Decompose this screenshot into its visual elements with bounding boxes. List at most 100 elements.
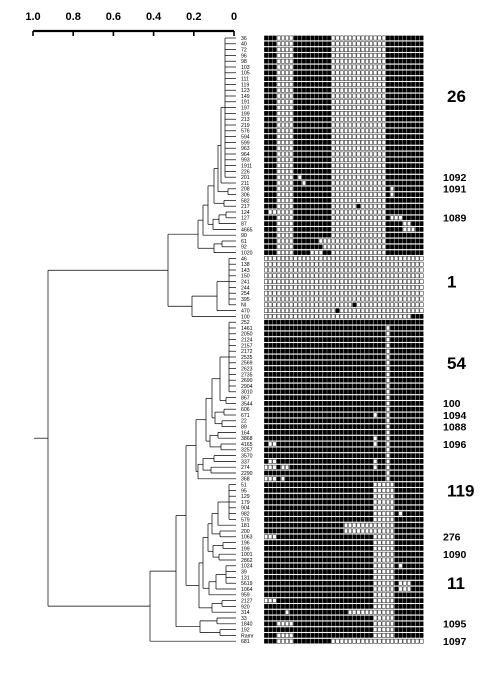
band-present xyxy=(411,180,416,186)
band-present xyxy=(398,435,403,441)
band-present xyxy=(411,540,416,545)
band-present xyxy=(348,430,353,435)
band-present xyxy=(377,354,382,360)
band-absent xyxy=(285,302,290,308)
band-present xyxy=(293,41,298,47)
band-present xyxy=(297,615,302,621)
band-present xyxy=(369,435,374,441)
band-present xyxy=(327,198,332,203)
band-present xyxy=(297,227,302,232)
band-present xyxy=(314,401,319,406)
band-present xyxy=(411,58,416,64)
band-present xyxy=(381,412,386,418)
band-absent xyxy=(343,198,348,203)
band-present xyxy=(406,499,411,505)
band-present xyxy=(364,633,369,638)
band-absent xyxy=(360,296,365,302)
band-absent xyxy=(381,53,386,58)
band-absent xyxy=(369,528,374,534)
profile-row xyxy=(264,174,424,180)
band-present xyxy=(406,459,411,464)
band-present xyxy=(331,441,336,447)
band-absent xyxy=(390,586,395,592)
profile-row xyxy=(264,418,424,424)
band-present xyxy=(339,424,344,429)
band-absent xyxy=(360,198,365,203)
band-present xyxy=(327,192,332,197)
band-absent xyxy=(369,522,374,528)
isolate-label: 95 xyxy=(241,488,247,494)
band-present xyxy=(406,435,411,441)
band-present xyxy=(398,70,403,76)
band-present xyxy=(390,447,395,453)
band-absent xyxy=(289,41,294,47)
band-present xyxy=(264,366,269,371)
band-absent xyxy=(343,192,348,197)
band-present xyxy=(381,360,386,366)
band-present xyxy=(385,198,390,203)
band-present xyxy=(419,528,424,534)
band-absent xyxy=(318,238,323,244)
band-present xyxy=(356,406,361,412)
band-absent xyxy=(301,279,306,284)
band-absent xyxy=(339,180,344,186)
band-absent xyxy=(276,163,281,168)
band-present xyxy=(285,551,290,557)
band-present xyxy=(301,111,306,116)
band-present xyxy=(310,435,315,441)
band-absent xyxy=(280,302,285,308)
profile-row xyxy=(264,412,424,418)
band-present xyxy=(272,145,277,151)
band-absent xyxy=(280,261,285,267)
band-present xyxy=(402,435,407,441)
band-present xyxy=(402,76,407,81)
band-present xyxy=(272,609,277,615)
band-present xyxy=(343,406,348,412)
band-present xyxy=(411,151,416,157)
band-absent xyxy=(364,192,369,197)
band-present xyxy=(390,227,395,232)
band-present xyxy=(390,337,395,342)
band-present xyxy=(385,244,390,250)
isolate-label: 982 xyxy=(241,512,250,518)
band-present xyxy=(322,621,327,627)
band-absent xyxy=(364,116,369,122)
band-present xyxy=(285,546,290,551)
band-absent xyxy=(348,198,353,203)
band-absent xyxy=(377,186,382,192)
band-present xyxy=(268,337,273,342)
band-present xyxy=(268,424,273,429)
band-present xyxy=(356,499,361,505)
band-present xyxy=(385,232,390,238)
band-present xyxy=(377,319,382,325)
band-absent xyxy=(381,128,386,134)
band-present xyxy=(339,360,344,366)
band-present xyxy=(402,534,407,540)
band-absent xyxy=(343,128,348,134)
band-present xyxy=(289,319,294,325)
band-absent xyxy=(289,87,294,93)
band-absent xyxy=(276,180,281,186)
band-present xyxy=(301,325,306,331)
band-present xyxy=(327,453,332,458)
band-absent xyxy=(335,256,340,261)
band-absent xyxy=(352,290,357,296)
band-present xyxy=(364,476,369,482)
band-present xyxy=(276,598,281,603)
band-present xyxy=(293,604,298,609)
band-present xyxy=(327,459,332,464)
band-present xyxy=(411,366,416,371)
band-present xyxy=(360,331,365,337)
band-present xyxy=(415,76,420,81)
band-present xyxy=(318,557,323,563)
band-present xyxy=(390,459,395,464)
band-present xyxy=(314,430,319,435)
band-present xyxy=(276,517,281,522)
band-present xyxy=(394,627,399,632)
band-absent xyxy=(280,476,285,482)
band-present xyxy=(327,134,332,139)
isolate-label: 100 xyxy=(241,314,250,320)
band-present xyxy=(310,354,315,360)
band-present xyxy=(327,464,332,470)
band-present xyxy=(322,47,327,52)
